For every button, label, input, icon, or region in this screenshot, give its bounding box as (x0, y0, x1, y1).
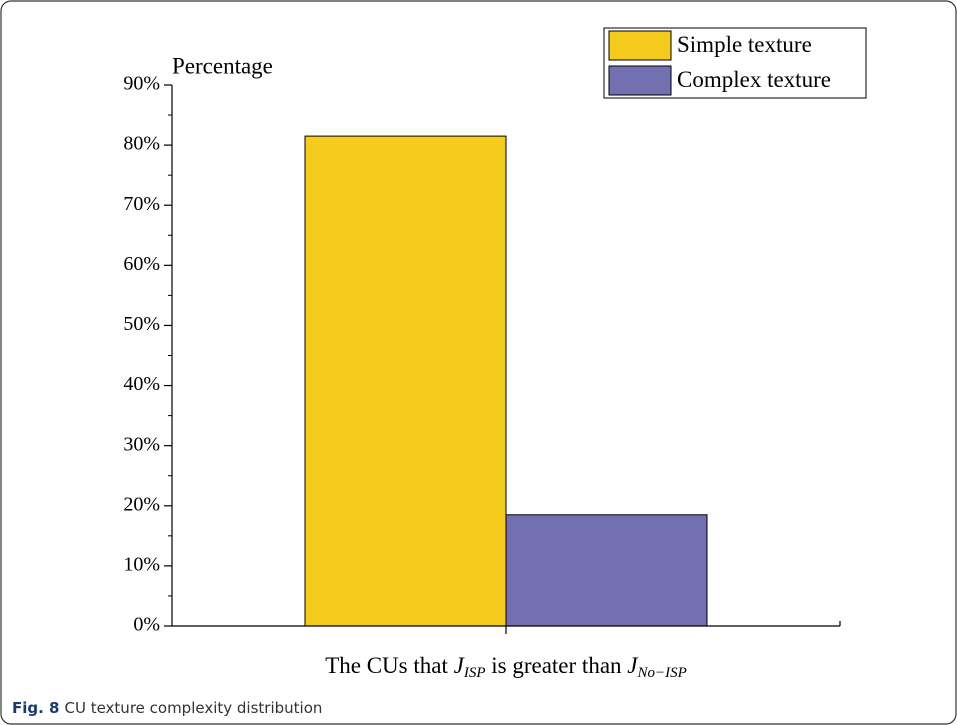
legend-label: Complex texture (677, 67, 831, 92)
x-label-text: The CUs that (325, 653, 453, 678)
y-axis-label: Percentage (172, 53, 273, 78)
bar (304, 135, 507, 627)
x-label-sub: No−ISP (637, 665, 687, 681)
legend: Simple texture Complex texture (603, 27, 867, 99)
y-tick-label: 60% (123, 253, 160, 275)
x-axis-label: The CUs that JISP is greater than JNo−IS… (325, 653, 687, 681)
legend-swatch (608, 65, 672, 96)
y-tick-label: 50% (123, 313, 160, 335)
x-label-text: is greater than (486, 653, 628, 678)
x-label-var: J (627, 653, 639, 678)
caption-label: Fig. 8 (12, 699, 59, 717)
caption-text: CU texture complexity distribution (64, 699, 322, 717)
x-label-sub: ISP (463, 665, 486, 681)
caption: Fig. 8 CU texture complexity distribution (12, 699, 322, 717)
y-tick-label: 0% (133, 614, 160, 636)
bar (505, 514, 708, 627)
y-tick-label: 70% (123, 193, 160, 215)
y-tick-label: 20% (123, 493, 160, 515)
y-tick-label: 10% (123, 553, 160, 575)
y-tick-label: 40% (123, 373, 160, 395)
legend-swatch (608, 30, 672, 61)
legend-label: Simple texture (677, 32, 812, 57)
y-tick-label: 90% (123, 73, 160, 95)
x-label-var: J (454, 653, 466, 678)
y-tick-label: 30% (123, 433, 160, 455)
y-tick-label: 80% (123, 133, 160, 155)
